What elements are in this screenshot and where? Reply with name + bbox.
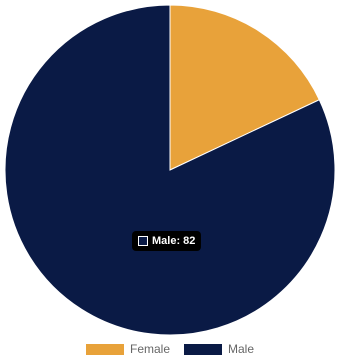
chart-legend: Female Male (0, 340, 340, 358)
legend-label-female: Female (129, 342, 170, 356)
tooltip-label: Male: 82 (152, 235, 196, 247)
legend-label-male: Male (228, 342, 255, 356)
tooltip-color-box (138, 236, 148, 246)
legend-swatch-female (85, 343, 124, 355)
legend-item-male[interactable]: Male (184, 342, 254, 356)
pie-slice-female[interactable] (169, 4, 320, 171)
legend-item-female[interactable]: Female (85, 342, 170, 356)
pie-chart (4, 4, 336, 336)
legend-swatch-male (184, 343, 222, 355)
chart-tooltip: Male: 82 (132, 231, 202, 251)
pie-slice-male[interactable] (4, 4, 336, 336)
